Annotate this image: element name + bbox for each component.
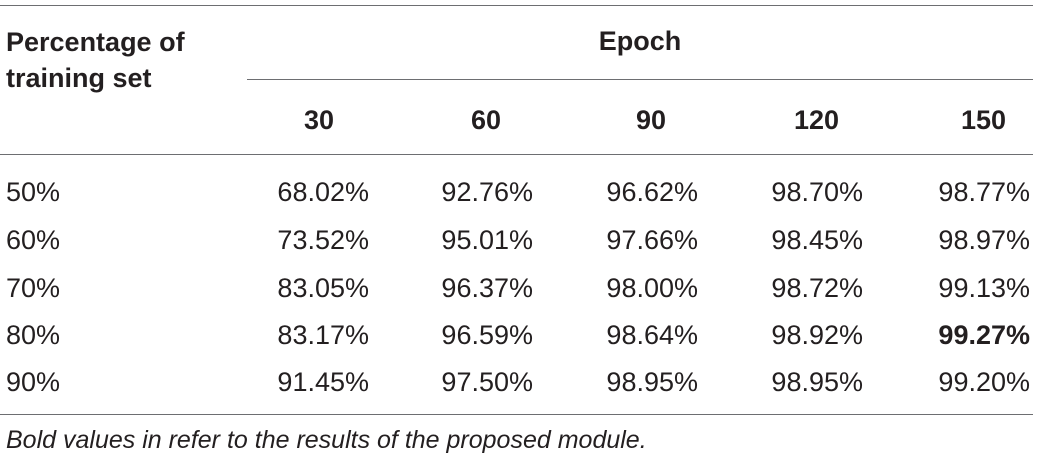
header-col0-line2: training set [6, 63, 152, 93]
table-cell: 98.95% [771, 367, 863, 397]
epoch-header-90: 90 [635, 105, 666, 135]
table-top-rule [0, 5, 1033, 6]
table-cell: 91.45% [277, 367, 369, 397]
row-label: 90% [6, 367, 61, 397]
epoch-header-30: 30 [303, 105, 334, 135]
header-percentage-training-set: Percentage of training set [6, 24, 185, 96]
header-bottom-rule [0, 154, 1033, 155]
epoch-header-150: 150 [960, 105, 1006, 135]
table-cell: 98.70% [771, 177, 863, 207]
table-cell: 83.05% [277, 273, 369, 303]
table-cell: 99.13% [938, 273, 1030, 303]
epoch-header-60: 60 [470, 105, 501, 135]
table-row: 70% 83.05% 96.37% 98.00% 98.72% 99.13% [0, 270, 1039, 306]
table-row: 90% 91.45% 97.50% 98.95% 98.95% 99.20% [0, 364, 1039, 400]
table-row: 80% 83.17% 96.59% 98.64% 98.92% 99.27% [0, 317, 1039, 353]
table-cell: 98.00% [606, 273, 698, 303]
table-cell: 98.45% [771, 225, 863, 255]
table-cell: 99.20% [938, 367, 1030, 397]
table-cell: 73.52% [277, 225, 369, 255]
table-cell: 98.72% [771, 273, 863, 303]
epoch-group-rule [247, 79, 1033, 80]
epoch-header-120: 120 [793, 105, 839, 135]
table-bottom-rule [0, 414, 1033, 415]
table-row: 60% 73.52% 95.01% 97.66% 98.45% 98.97% [0, 222, 1039, 258]
table-cell: 97.66% [606, 225, 698, 255]
table-cell: 98.64% [606, 320, 698, 350]
table-row: 50% 68.02% 92.76% 96.62% 98.70% 98.77% [0, 174, 1039, 210]
table-cell: 98.77% [938, 177, 1030, 207]
table-footnote: Bold values in refer to the results of t… [6, 426, 647, 454]
table-cell: 96.37% [441, 273, 533, 303]
header-col0-line1: Percentage of [6, 27, 185, 57]
table-cell: 96.62% [606, 177, 698, 207]
table-cell: 95.01% [441, 225, 533, 255]
row-label: 80% [6, 320, 61, 350]
table-cell: 92.76% [441, 177, 533, 207]
table-cell-highlighted: 99.27% [938, 320, 1030, 350]
table-cell: 83.17% [277, 320, 369, 350]
row-label: 60% [6, 225, 61, 255]
table-cell: 98.95% [606, 367, 698, 397]
table-cell: 68.02% [277, 177, 369, 207]
table-cell: 97.50% [441, 367, 533, 397]
table-cell: 96.59% [441, 320, 533, 350]
table-cell: 98.97% [938, 225, 1030, 255]
row-label: 50% [6, 177, 61, 207]
row-label: 70% [6, 273, 61, 303]
table-cell: 98.92% [771, 320, 863, 350]
header-epoch: Epoch [598, 26, 682, 56]
